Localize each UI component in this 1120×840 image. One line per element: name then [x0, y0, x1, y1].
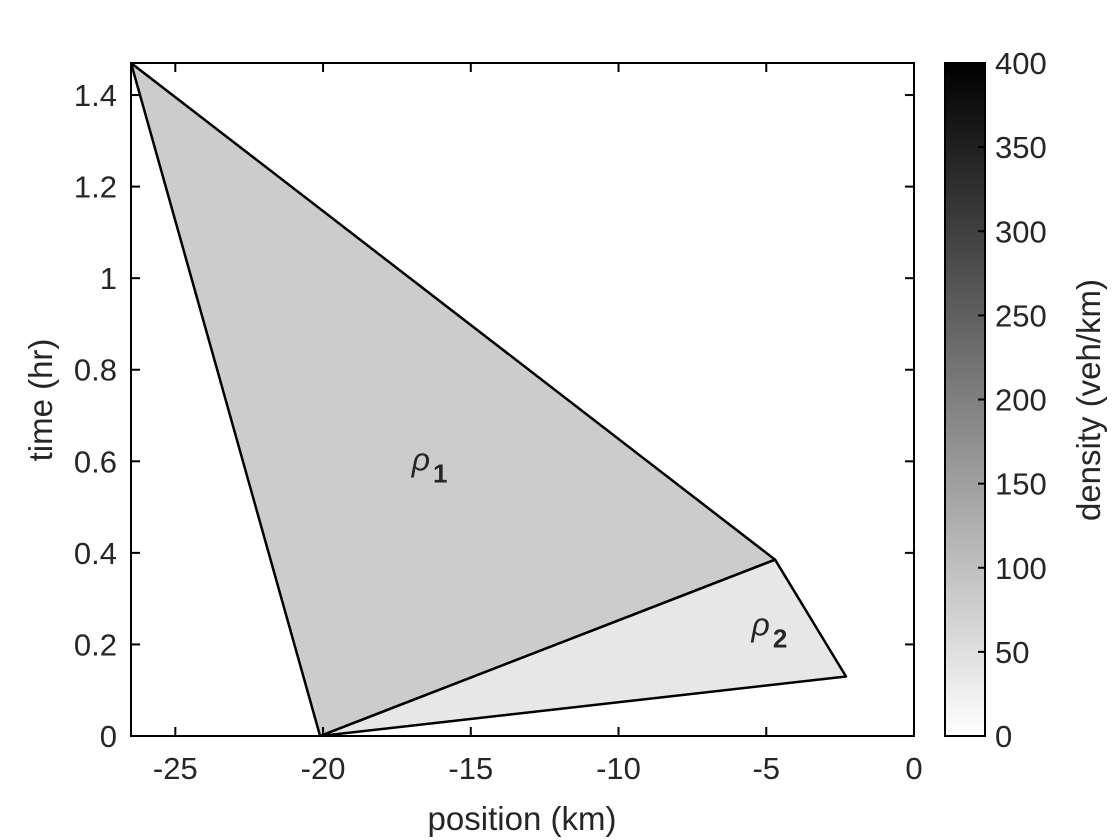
x-tick-label: -10: [596, 751, 641, 786]
colorbar-axis: 0 50 100 150 200 250 300 350 400: [978, 46, 1047, 754]
region-labels: ρ 1 ρ 2: [411, 442, 788, 654]
colorbar-label: density (veh/km): [1070, 279, 1107, 521]
colorbar-tick-label: 200: [995, 383, 1047, 418]
y-axis: 0 0.2 0.4 0.6 0.8 1 1.2 1.4: [74, 78, 914, 754]
x-tick-label: -15: [448, 751, 493, 786]
y-tick-label: 0.8: [74, 353, 117, 388]
x-tick-label: 0: [905, 751, 922, 786]
plot-frame: [130, 62, 915, 737]
y-tick-label: 0: [100, 719, 117, 754]
x-tick-label: -25: [153, 751, 198, 786]
region-2-polygon: [318, 558, 848, 736]
y-tick-label: 0.6: [74, 444, 117, 479]
x-axis-label: position (km): [428, 800, 617, 837]
y-tick-label: 1.4: [74, 78, 117, 113]
y-tick-label: 1: [100, 261, 117, 296]
x-tick-label: -5: [752, 751, 780, 786]
x-axis: -25 -20 -15 -10 -5 0: [153, 63, 923, 786]
colorbar-tick-label: 0: [995, 719, 1012, 754]
regions-layer: [131, 63, 848, 736]
colorbar-tick-label: 50: [995, 635, 1029, 670]
colorbar-tick-label: 350: [995, 130, 1047, 165]
colorbar-tick-label: 150: [995, 467, 1047, 502]
colorbar-tick-label: 250: [995, 298, 1047, 333]
colorbar-tick-label: 100: [995, 551, 1047, 586]
y-axis-label: time (hr): [22, 339, 59, 462]
y-tick-label: 0.2: [74, 627, 117, 662]
x-tick-label: -20: [301, 751, 346, 786]
colorbar-tick-label: 300: [995, 214, 1047, 249]
y-tick-label: 0.4: [74, 536, 117, 571]
colorbar-tick-label: 400: [995, 46, 1047, 81]
y-tick-label: 1.2: [74, 170, 117, 205]
